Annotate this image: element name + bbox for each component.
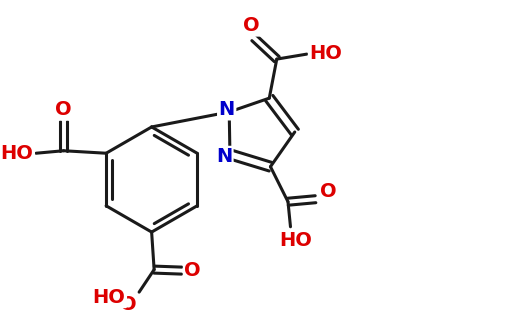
Text: O: O xyxy=(319,182,336,201)
Text: O: O xyxy=(184,261,201,280)
Text: HO: HO xyxy=(309,44,342,62)
Text: O: O xyxy=(243,16,260,35)
Text: HO: HO xyxy=(93,288,125,307)
Text: N: N xyxy=(219,100,235,119)
Text: HO: HO xyxy=(1,144,33,163)
Text: N: N xyxy=(216,147,232,166)
Text: HO: HO xyxy=(279,231,312,250)
Text: O: O xyxy=(120,295,136,314)
Text: O: O xyxy=(55,100,72,119)
